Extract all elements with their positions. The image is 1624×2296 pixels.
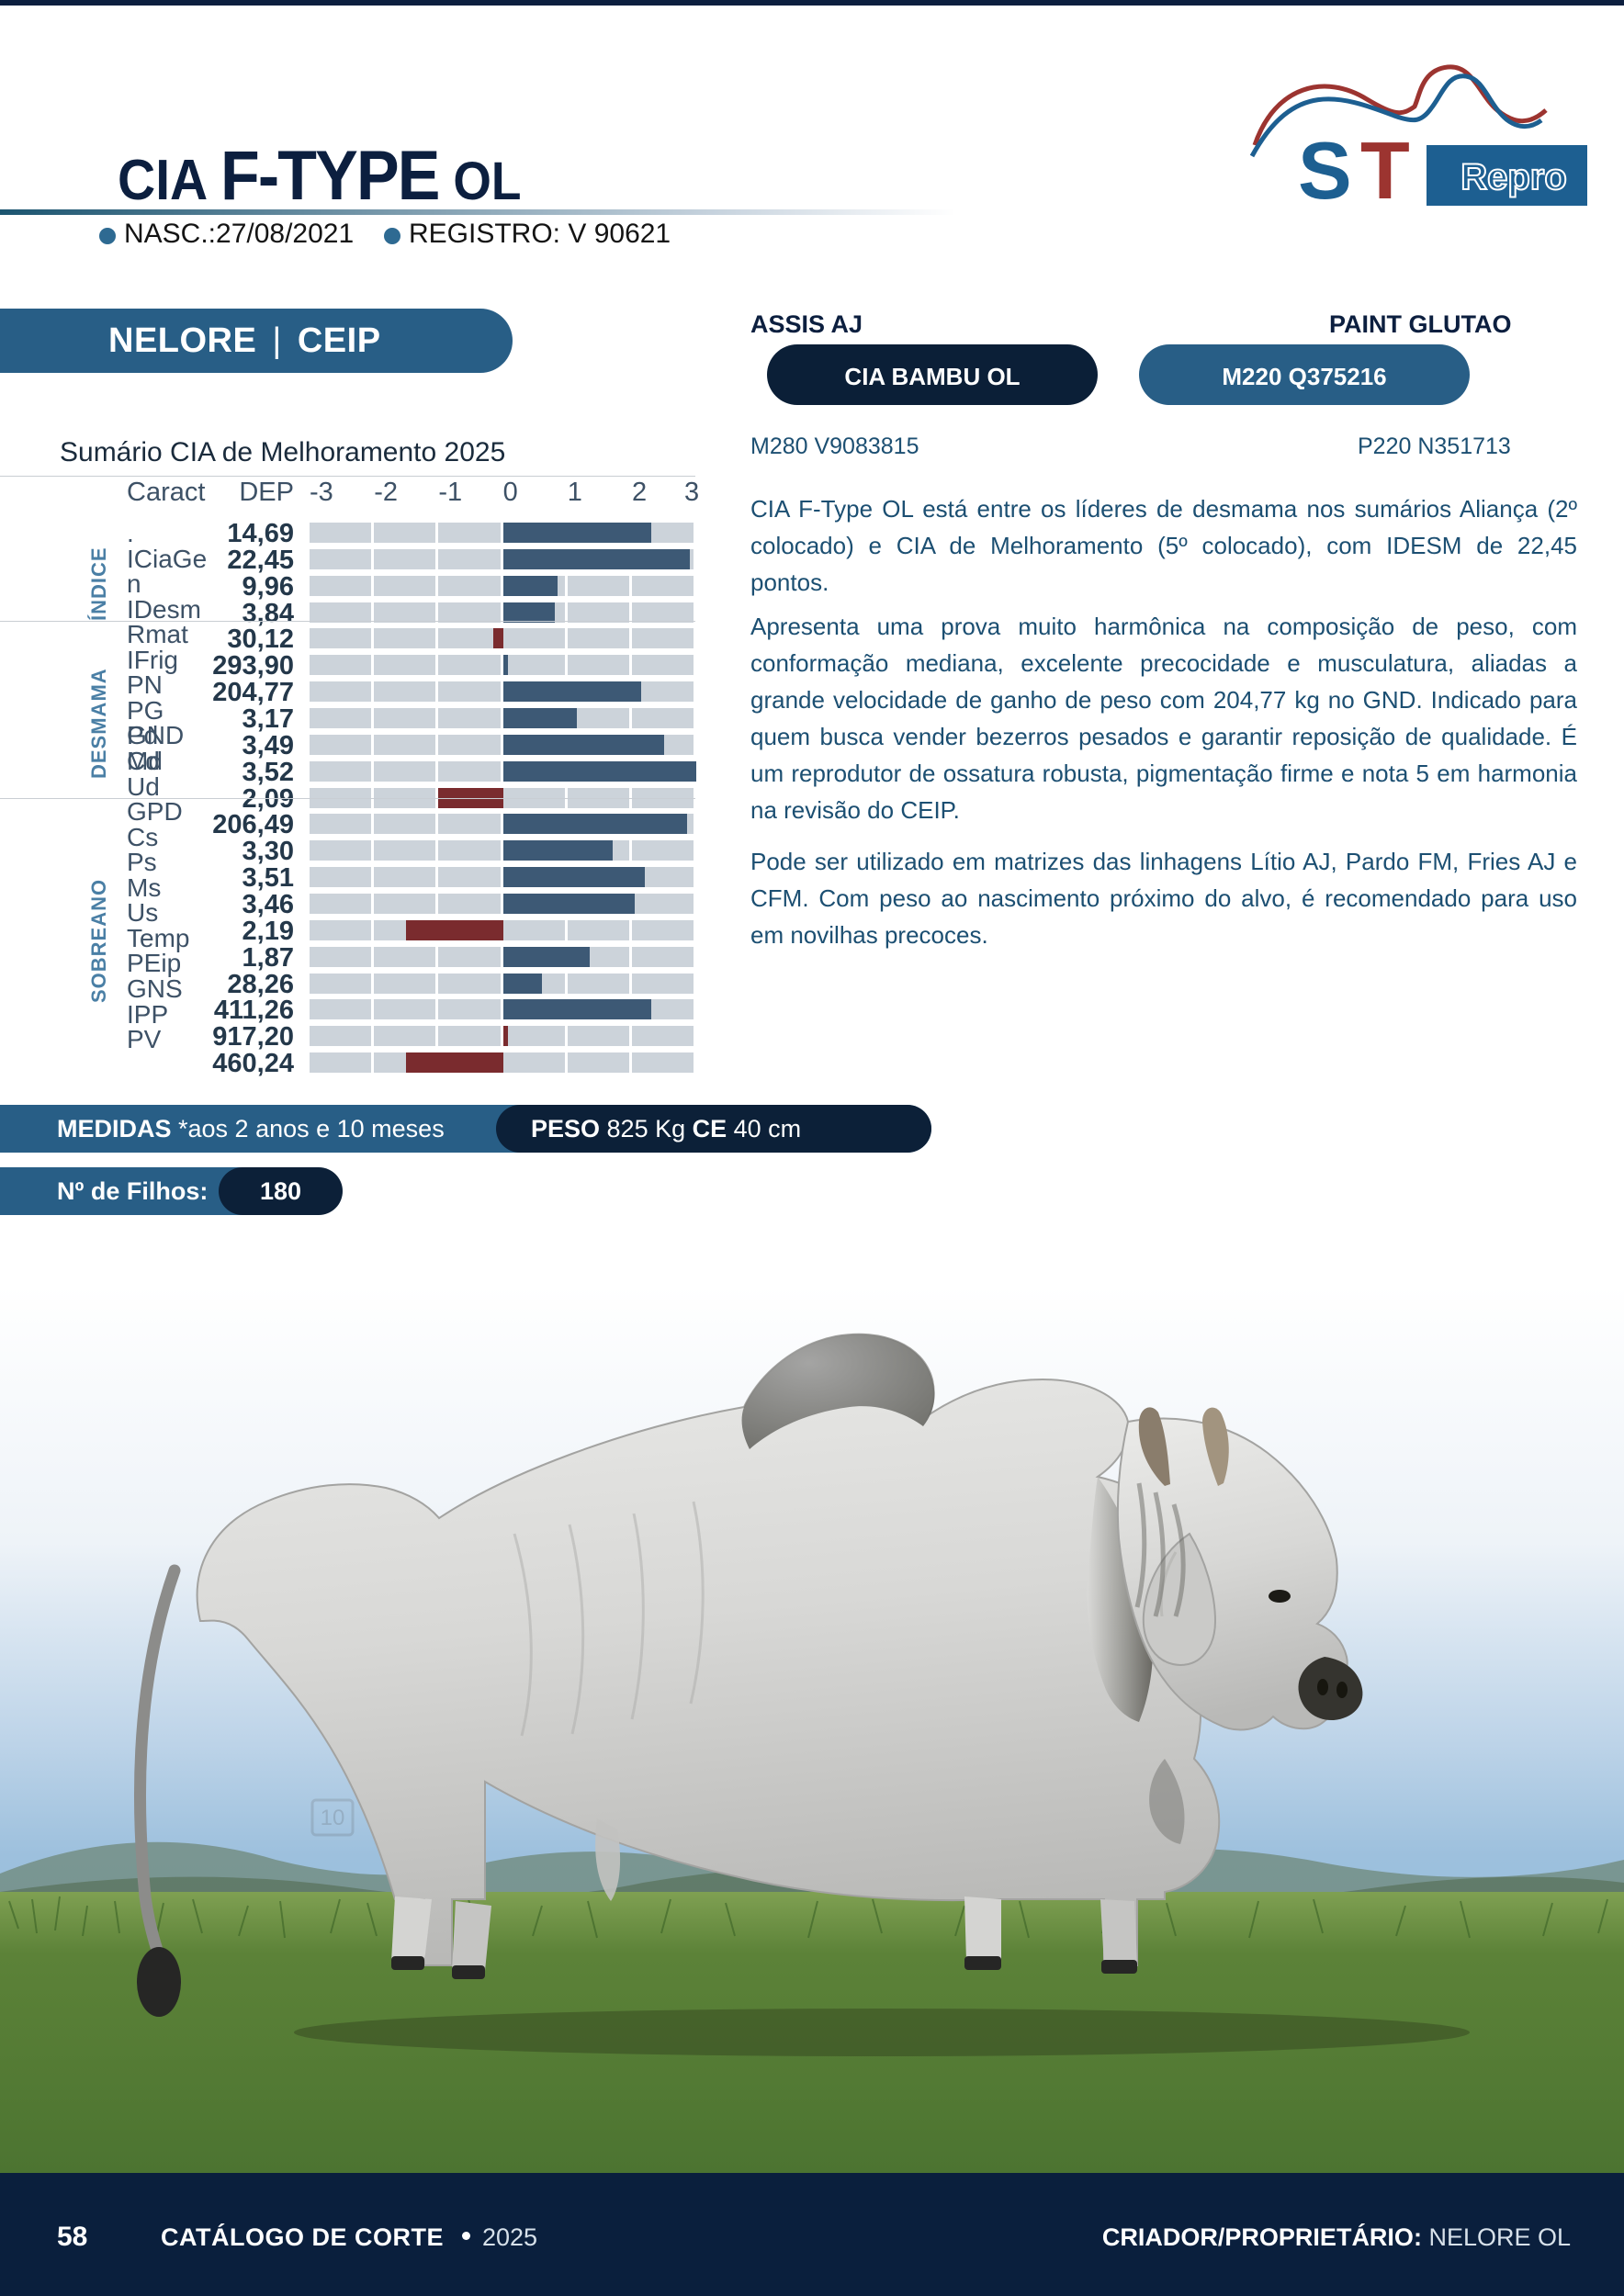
svg-text:Repro: Repro: [1460, 157, 1567, 197]
svg-text:T: T: [1360, 125, 1410, 216]
svg-text:10: 10: [321, 1806, 345, 1830]
svg-text:S: S: [1298, 125, 1349, 216]
